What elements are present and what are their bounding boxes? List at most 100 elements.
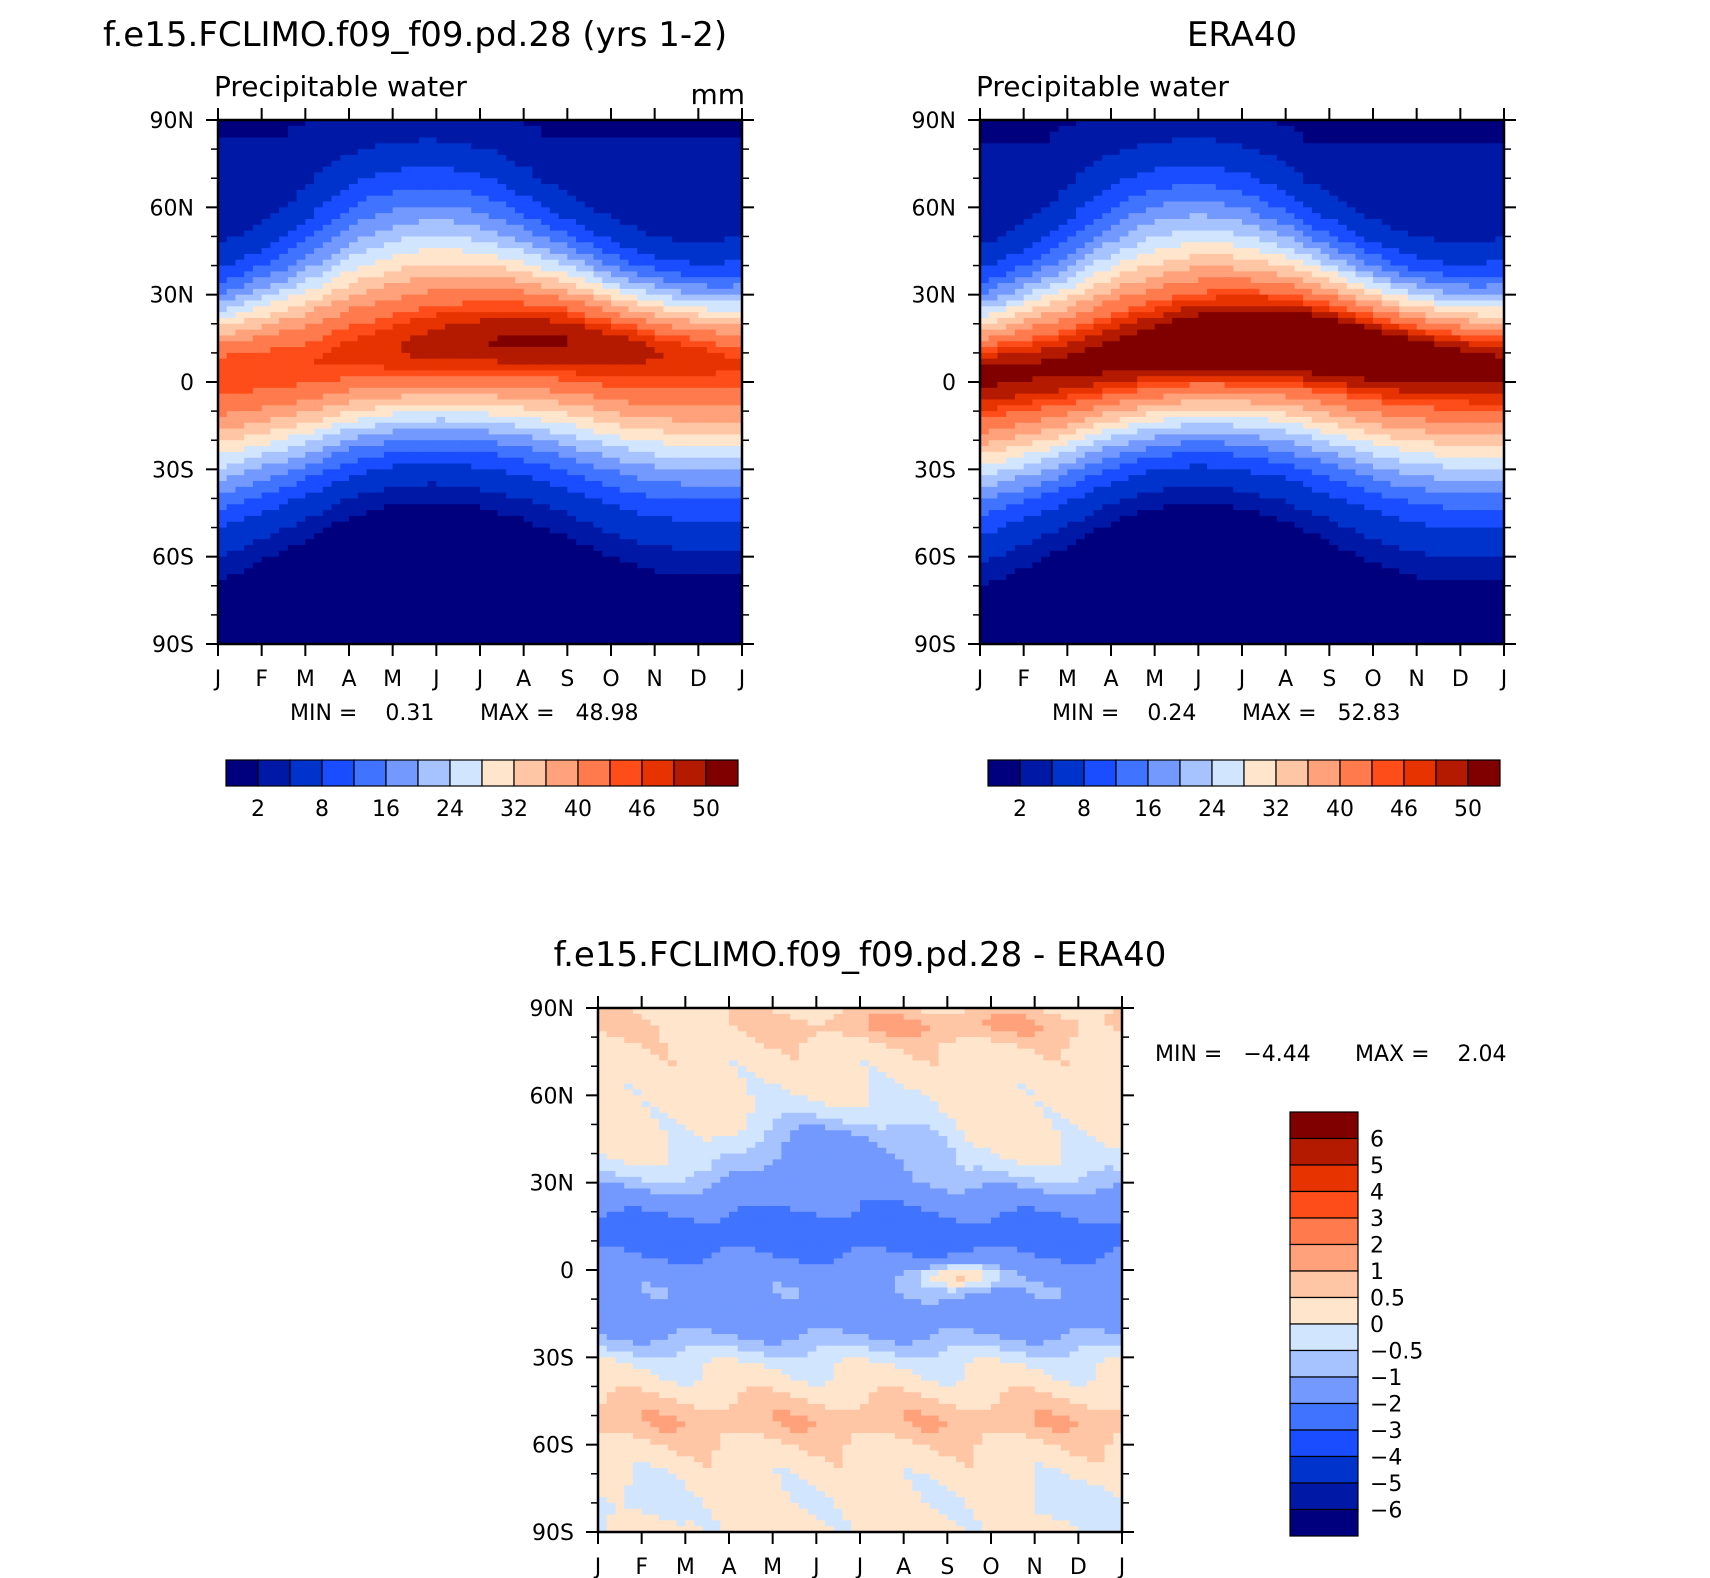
field-cell [375,469,385,476]
field-cell [698,457,708,465]
field-cell [663,352,673,360]
field-cell [375,352,385,360]
field-cell [471,294,481,302]
field-cell [628,288,638,296]
field-cell [611,405,621,412]
field-cell [576,533,586,540]
field-cell [707,399,717,406]
field-cell [663,189,673,197]
field-cell [628,422,638,430]
field-cell [488,440,499,447]
field-cell [279,434,289,441]
field-cell [218,364,228,371]
field-cell [514,166,525,173]
field-cell [287,317,298,325]
field-cell [558,253,568,261]
field-cell [261,527,271,534]
field-cell [628,341,638,348]
field-cell [453,446,464,453]
field-cell [366,149,376,156]
field-cell [523,364,533,371]
field-cell [567,556,577,564]
field-cell [488,172,499,179]
field-cell [689,515,699,523]
field-cell [488,283,499,290]
field-cell [602,492,612,500]
field-cell [497,143,507,150]
field-cell [445,207,455,214]
field-cell [707,568,717,575]
field-cell [637,451,647,459]
field-cell [611,457,621,465]
field-cell [270,259,280,267]
field-cell [349,492,359,500]
field-cell [663,300,673,307]
field-cell [628,312,638,319]
field-cell [619,300,630,307]
field-cell [715,486,726,494]
field-cell [235,451,245,459]
field-cell [541,317,551,325]
field-cell [314,172,324,179]
field-cell [357,428,368,435]
field-cell [593,125,603,133]
field-cell [497,224,507,232]
field-cell [261,271,271,278]
field-cell [357,306,368,313]
field-cell [436,440,446,447]
field-cell [532,154,542,162]
field-cell [453,422,464,430]
field-cell [654,585,664,593]
field-cell [471,195,481,203]
field-cell [418,352,429,360]
field-cell [392,382,402,389]
field-cell [418,195,429,203]
field-cell [532,125,542,133]
field-cell [261,457,271,465]
field-cell [558,486,568,494]
field-cell [244,352,254,360]
field-cell [689,550,699,558]
field-cell [707,480,717,488]
field-cell [698,265,708,272]
field-cell [349,271,359,278]
field-cell [619,434,630,441]
field-cell [480,248,490,255]
field-cell [270,370,280,377]
field-cell [453,574,464,581]
field-cell [724,312,734,319]
field-cell [611,585,621,593]
field-cell [226,184,237,191]
field-cell [637,515,647,523]
field-cell [392,434,402,441]
field-cell [558,230,568,238]
field-cell [523,131,533,139]
field-cell [270,149,280,156]
field-cell [383,125,394,133]
field-cell [672,213,682,220]
field-cell [375,242,385,249]
field-cell [471,486,481,494]
field-cell [532,498,542,505]
field-cell [261,352,271,360]
field-cell [689,230,699,238]
field-cell [628,358,638,366]
field-cell [349,125,359,133]
field-cell [401,579,411,587]
field-cell [488,515,499,523]
field-cell [611,411,621,418]
field-cell [252,178,263,185]
field-cell [488,271,499,278]
field-cell [628,510,638,517]
field-cell [244,160,254,168]
field-cell [401,387,411,395]
field-cell [637,230,647,238]
field-cell [645,341,656,348]
field-cell [401,288,411,296]
field-cell [680,358,691,366]
field-cell [314,265,324,272]
field-cell [549,253,560,261]
field-cell [689,312,699,319]
field-cell [672,195,682,203]
field-cell [418,253,429,261]
